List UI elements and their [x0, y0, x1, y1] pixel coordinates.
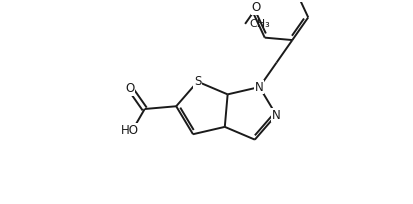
Text: N: N: [254, 81, 263, 93]
Text: N: N: [271, 109, 280, 122]
Text: S: S: [193, 75, 201, 88]
Text: HO: HO: [121, 124, 138, 137]
Text: O: O: [125, 82, 134, 95]
Text: CH₃: CH₃: [249, 19, 269, 29]
Text: O: O: [251, 1, 261, 14]
